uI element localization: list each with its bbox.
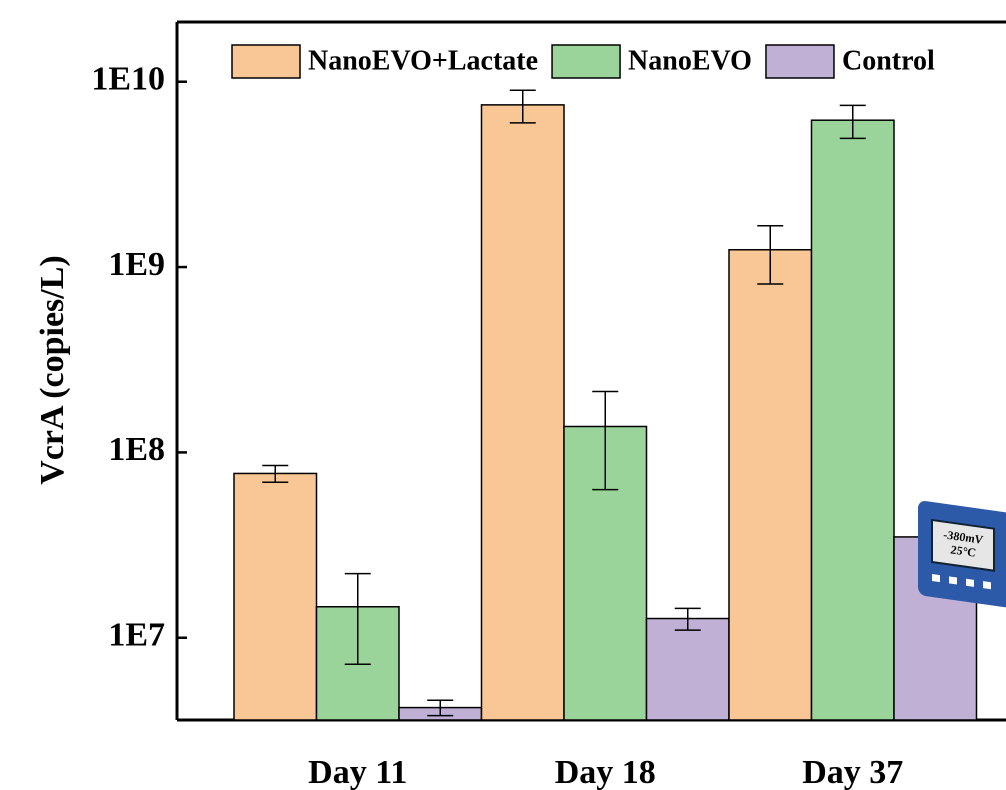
y-tick-label: 1E8 bbox=[108, 431, 165, 468]
legend-swatch bbox=[766, 45, 834, 78]
y-tick-label: 1E7 bbox=[108, 617, 165, 654]
x-tick-label: Day 37 bbox=[802, 754, 903, 790]
legend-label: NanoEVO bbox=[628, 45, 752, 76]
bar bbox=[812, 120, 895, 720]
meter-button bbox=[932, 574, 940, 582]
chart: VcrA (copies/L) 1E7 1E8 1E9 1E10 Day 11 Day 1… bbox=[0, 0, 1006, 790]
bar bbox=[482, 105, 565, 720]
meter-button bbox=[983, 581, 991, 589]
bar bbox=[234, 473, 317, 720]
legend-label: NanoEVO+Lactate bbox=[308, 45, 538, 76]
meter-button bbox=[949, 576, 957, 584]
bar bbox=[729, 250, 812, 720]
legend-swatch bbox=[232, 45, 300, 78]
legend-label: Control bbox=[842, 45, 935, 76]
x-tick-label: Day 18 bbox=[555, 754, 656, 790]
y-tick-label: 1E10 bbox=[91, 61, 165, 98]
x-tick-label: Day 11 bbox=[308, 754, 407, 790]
legend-swatch bbox=[552, 45, 620, 78]
meter-button bbox=[966, 579, 974, 587]
y-axis-label: VcrA (copies/L) bbox=[34, 255, 71, 484]
y-tick-label: 1E9 bbox=[108, 246, 165, 283]
bar bbox=[647, 619, 730, 720]
